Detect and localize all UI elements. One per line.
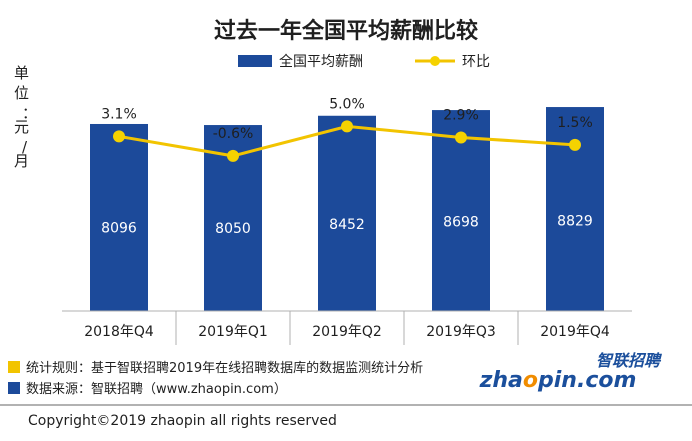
bar [432, 110, 490, 311]
line-value-label: 5.0% [329, 96, 365, 112]
bar-value-label: 8096 [101, 220, 137, 236]
y-axis-title-char: 月 [14, 152, 29, 170]
bar-series: 8096 8050 8452 8698 8829 [90, 107, 604, 312]
legend-line-label: 环比 [462, 54, 490, 70]
line-point [113, 130, 125, 143]
logo-cn: 智联招聘 [596, 351, 663, 370]
line-series: 3.1% -0.6% 5.0% 2.9% 1.5% [101, 96, 593, 162]
bar-value-label: 8050 [215, 221, 251, 237]
bar-value-label: 8452 [329, 217, 365, 233]
logo-en: zhaopin.com [479, 368, 637, 393]
line-point [227, 149, 239, 162]
x-axis-labels: 2018年Q4 2019年Q1 2019年Q2 2019年Q3 2019年Q4 [84, 324, 610, 340]
line-point [569, 138, 581, 151]
x-axis-separators [175, 311, 519, 345]
line-point [455, 131, 467, 144]
y-axis-title-char: 元 [14, 118, 29, 136]
legend-bar-label: 全国平均薪酬 [279, 53, 363, 70]
y-axis-title-line1: 单位 ：元 /月 [14, 64, 37, 170]
x-tick-label: 2019年Q1 [198, 324, 268, 340]
bar [318, 115, 376, 312]
bar [546, 107, 604, 311]
bar [90, 123, 148, 312]
line-value-label: 2.9% [443, 107, 479, 123]
y-axis-title-char: / [22, 138, 28, 156]
y-axis-title-char: ： [22, 104, 37, 122]
note-method: 统计规则：基于智联招聘2019年在线招聘数据库的数据监测统计分析 [26, 360, 423, 376]
legend-bar-swatch [238, 55, 272, 67]
logo-en-part: zha [479, 368, 523, 393]
zhaopin-logo: 智联招聘 zhaopin.com [479, 351, 663, 393]
line-value-label: -0.6% [213, 126, 254, 142]
y-axis-title: 单位 ：元 /月 [14, 64, 37, 170]
note-source: 数据来源：智联招聘（www.zhaopin.com） [26, 382, 287, 397]
copyright: Copyright©2019 zhaopin all rights reserv… [28, 413, 337, 429]
x-tick-label: 2018年Q4 [84, 324, 154, 340]
x-tick-label: 2019年Q4 [540, 324, 610, 340]
note-source-marker [8, 382, 20, 394]
line-point [341, 120, 353, 133]
line-value-label: 3.1% [101, 106, 137, 122]
bar-value-label: 8698 [443, 215, 479, 231]
x-tick-label: 2019年Q2 [312, 324, 382, 340]
y-axis-title-char: 位 [14, 84, 29, 102]
logo-en-accent: o [523, 368, 538, 393]
legend: 全国平均薪酬 环比 [238, 53, 490, 70]
y-axis-title-char: 单 [14, 64, 29, 82]
chart-title: 过去一年全国平均薪酬比较 [214, 18, 478, 44]
bar-value-label: 8829 [557, 213, 593, 229]
note-method-marker [8, 361, 20, 373]
x-tick-label: 2019年Q3 [426, 324, 496, 340]
legend-line-marker [430, 56, 440, 66]
line-value-label: 1.5% [557, 115, 593, 131]
notes: 统计规则：基于智联招聘2019年在线招聘数据库的数据监测统计分析 数据来源：智联… [8, 360, 423, 397]
logo-en-part: pin.com [537, 368, 636, 393]
